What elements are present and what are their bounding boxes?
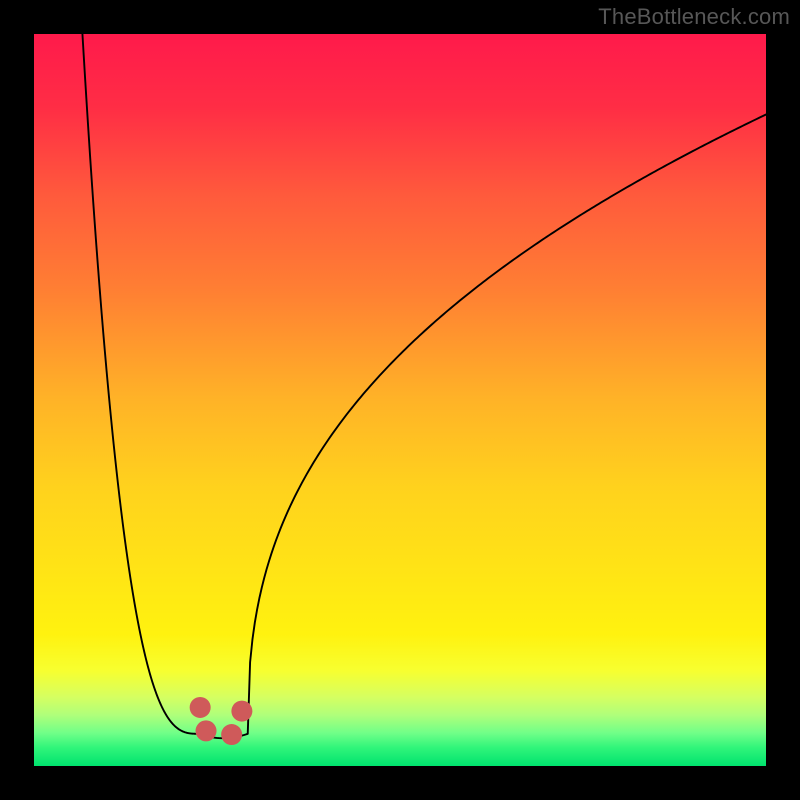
data-marker [231, 701, 252, 722]
watermark-text: TheBottleneck.com [598, 4, 790, 30]
data-marker [190, 697, 211, 718]
data-marker [196, 720, 217, 741]
bottleneck-chart: TheBottleneck.com [0, 0, 800, 800]
data-marker [221, 724, 242, 745]
chart-svg [0, 0, 800, 800]
plot-area-gradient [34, 34, 766, 766]
